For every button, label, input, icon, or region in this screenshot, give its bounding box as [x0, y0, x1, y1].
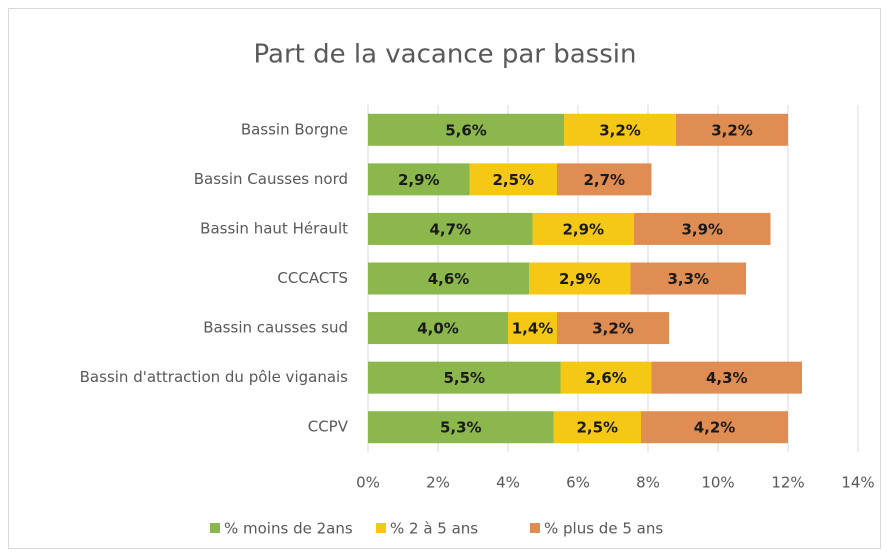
bar-segment — [557, 163, 652, 196]
legend-label: % moins de 2ans — [224, 520, 353, 538]
value-label: 3,9% — [681, 220, 723, 238]
legend-label: % plus de 5 ans — [544, 520, 663, 538]
x-tick-label: 14% — [841, 474, 874, 492]
y-tick-label: Bassin haut Hérault — [200, 219, 348, 237]
bar-segment — [368, 411, 554, 444]
chart-title: Part de la vacance par bassin — [254, 40, 637, 70]
value-label: 5,5% — [443, 369, 485, 387]
value-label: 1,4% — [512, 320, 554, 338]
bar-segment — [368, 312, 508, 345]
legend-swatch — [376, 523, 386, 533]
bar-segment — [634, 212, 771, 245]
x-tick-label: 12% — [771, 474, 804, 492]
legend-swatch — [530, 523, 540, 533]
bar-segment — [469, 163, 557, 196]
value-label: 4,6% — [428, 270, 470, 288]
value-label: 2,6% — [585, 369, 627, 387]
x-tick-label: 8% — [636, 474, 660, 492]
bar-segment — [651, 361, 802, 394]
value-label: 2,5% — [492, 171, 534, 189]
value-label: 2,9% — [562, 220, 604, 238]
x-tick-label: 6% — [566, 474, 590, 492]
bar-segment — [641, 411, 788, 444]
value-label: 3,3% — [667, 270, 709, 288]
value-label: 4,3% — [706, 369, 748, 387]
legend-label: % 2 à 5 ans — [390, 520, 478, 538]
y-tick-label: Bassin Borgne — [241, 120, 348, 138]
x-tick-label: 2% — [426, 474, 450, 492]
value-label: 3,2% — [599, 121, 641, 139]
y-tick-label: CCPV — [308, 418, 349, 436]
bar-segment — [630, 262, 746, 295]
x-tick-label: 4% — [496, 474, 520, 492]
y-tick-label: Bassin causses sud — [203, 319, 348, 337]
x-tick-label: 0% — [356, 474, 380, 492]
bar-segment — [368, 361, 561, 394]
bar-segment — [368, 262, 529, 295]
bar-segment — [508, 312, 557, 345]
value-label: 2,9% — [559, 270, 601, 288]
bar-segment — [532, 212, 634, 245]
y-tick-label: CCCACTS — [277, 269, 348, 287]
y-tick-label: Bassin d'attraction du pôle viganais — [80, 368, 349, 386]
value-label: 2,7% — [583, 171, 625, 189]
bar-segment — [553, 411, 641, 444]
value-label: 3,2% — [711, 121, 753, 139]
value-label: 4,7% — [429, 220, 471, 238]
value-label: 5,6% — [445, 121, 487, 139]
y-tick-label: Bassin Causses nord — [194, 170, 348, 188]
bar-segment — [529, 262, 631, 295]
value-label: 4,0% — [417, 320, 459, 338]
bar-segment — [368, 212, 533, 245]
bar-segment — [368, 113, 564, 146]
bar-segment — [564, 113, 676, 146]
value-label: 2,5% — [576, 419, 618, 437]
value-label: 2,9% — [398, 171, 440, 189]
legend-swatch — [210, 523, 220, 533]
value-label: 5,3% — [440, 419, 482, 437]
bar-segment — [560, 361, 652, 394]
bar-segment — [368, 163, 470, 196]
bar-segment — [557, 312, 669, 345]
value-label: 3,2% — [592, 320, 634, 338]
value-label: 4,2% — [694, 419, 736, 437]
bar-segment — [676, 113, 788, 146]
x-tick-label: 10% — [701, 474, 734, 492]
